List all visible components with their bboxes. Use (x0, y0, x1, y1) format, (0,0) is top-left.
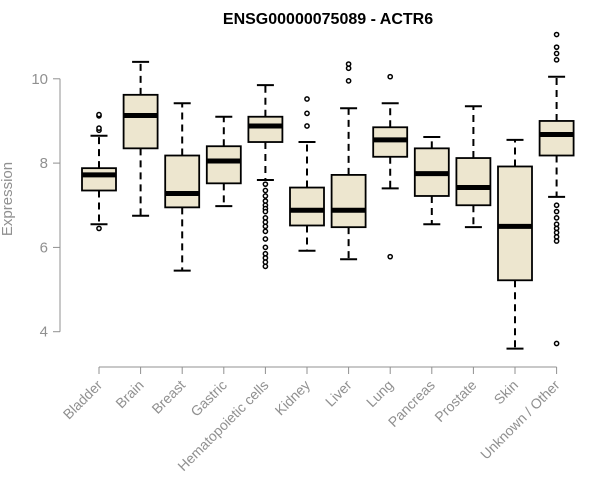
outlier-point (553, 50, 560, 57)
outlier-point (96, 125, 102, 131)
box-brain (122, 60, 159, 217)
y-tick-label: 6 (40, 239, 48, 256)
box-lung (372, 73, 409, 260)
x-tick-label: Lung (363, 377, 396, 410)
outlier-point (304, 110, 310, 117)
x-tick-label: Bladder (60, 377, 106, 423)
outlier-point (345, 78, 352, 84)
box-unknown-other (538, 31, 575, 347)
y-axis-label: Expression (0, 162, 16, 236)
box-iqr (330, 174, 367, 229)
box-breast (164, 102, 201, 272)
y-axis: 4 6 8 10 (31, 71, 61, 341)
box-skin (497, 138, 533, 350)
box-prostate (455, 105, 492, 229)
outlier-point (262, 181, 269, 188)
outlier-point (553, 340, 560, 347)
box-iqr (205, 145, 242, 185)
plot-area (81, 31, 575, 350)
outlier-point (553, 202, 560, 209)
outlier-point (553, 44, 560, 51)
box-iqr (81, 167, 117, 192)
outlier-point (387, 73, 394, 80)
outlier-point (262, 187, 269, 194)
outlier-point (304, 96, 310, 102)
box-liver (330, 61, 367, 261)
outlier-point (262, 236, 269, 242)
box-bladder (81, 111, 117, 232)
box-iqr (247, 115, 284, 143)
y-tick-label: 10 (31, 71, 48, 88)
box-iqr (122, 93, 159, 150)
outlier-point (345, 61, 352, 67)
outlier-point (553, 56, 560, 63)
box-iqr (164, 154, 201, 209)
x-tick-label: Breast (148, 377, 188, 417)
outlier-point (387, 253, 394, 260)
box-iqr (455, 157, 492, 207)
outlier-point (262, 263, 269, 270)
box-iqr (497, 165, 533, 282)
box-iqr (289, 186, 325, 227)
outlier-point (96, 111, 102, 118)
box-hematopoietic-cells (247, 84, 284, 270)
outlier-point (304, 123, 310, 129)
outlier-point (553, 31, 560, 38)
box-pancreas (413, 135, 450, 226)
chart-title: ENSG00000075089 - ACTR6 (223, 11, 433, 28)
outlier-point (553, 208, 560, 215)
y-tick-label: 4 (40, 324, 48, 341)
x-tick-label: Liver (322, 377, 355, 410)
box-gastric (205, 115, 242, 208)
outlier-point (262, 228, 269, 235)
x-tick-label: Unknown / Other (477, 377, 563, 463)
x-tick-label: Kidney (272, 377, 314, 419)
outlier-point (553, 215, 560, 221)
outlier-point (96, 225, 102, 232)
x-tick-label: Skin (491, 377, 522, 408)
x-tick-label: Brain (112, 377, 146, 411)
x-tick-label: Prostate (431, 377, 479, 425)
y-tick-label: 8 (40, 155, 48, 172)
outlier-point (553, 238, 560, 244)
outlier-point (262, 208, 269, 215)
box-iqr (538, 120, 575, 157)
outlier-point (262, 193, 269, 199)
outlier-point (262, 223, 269, 230)
box-kidney (289, 96, 325, 252)
outlier-point (262, 244, 269, 251)
